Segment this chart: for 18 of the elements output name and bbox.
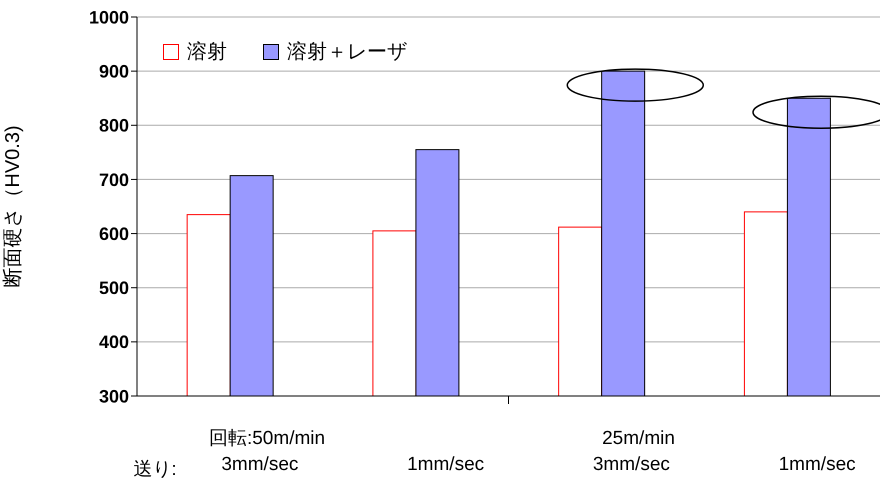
- legend-label: 溶射＋レーザ: [286, 40, 407, 65]
- x-tick-label: 3mm/sec: [592, 454, 670, 475]
- text: 25m/min: [602, 428, 675, 449]
- legend-label: 溶射: [186, 40, 227, 65]
- y-tick-label: 500: [98, 278, 129, 298]
- y-tick-label: 600: [98, 224, 129, 244]
- y-tick-label: 800: [98, 116, 129, 136]
- text: 回転:50m/min: [208, 428, 326, 449]
- y-tick-label: 900: [98, 62, 129, 82]
- text: 送り:: [133, 459, 177, 480]
- y-axis-title: 断面硬さ（HV0.3): [2, 125, 24, 288]
- y-tick-label: 400: [98, 332, 129, 352]
- y-tick-label: 700: [98, 170, 129, 190]
- x-tick-label: 3mm/sec: [221, 454, 298, 475]
- x-tick-label: 1mm/sec: [778, 454, 856, 475]
- y-tick-label: 1000: [88, 7, 129, 28]
- x-tick-label: 1mm/sec: [407, 454, 484, 475]
- y-tick-label: 300: [98, 386, 129, 406]
